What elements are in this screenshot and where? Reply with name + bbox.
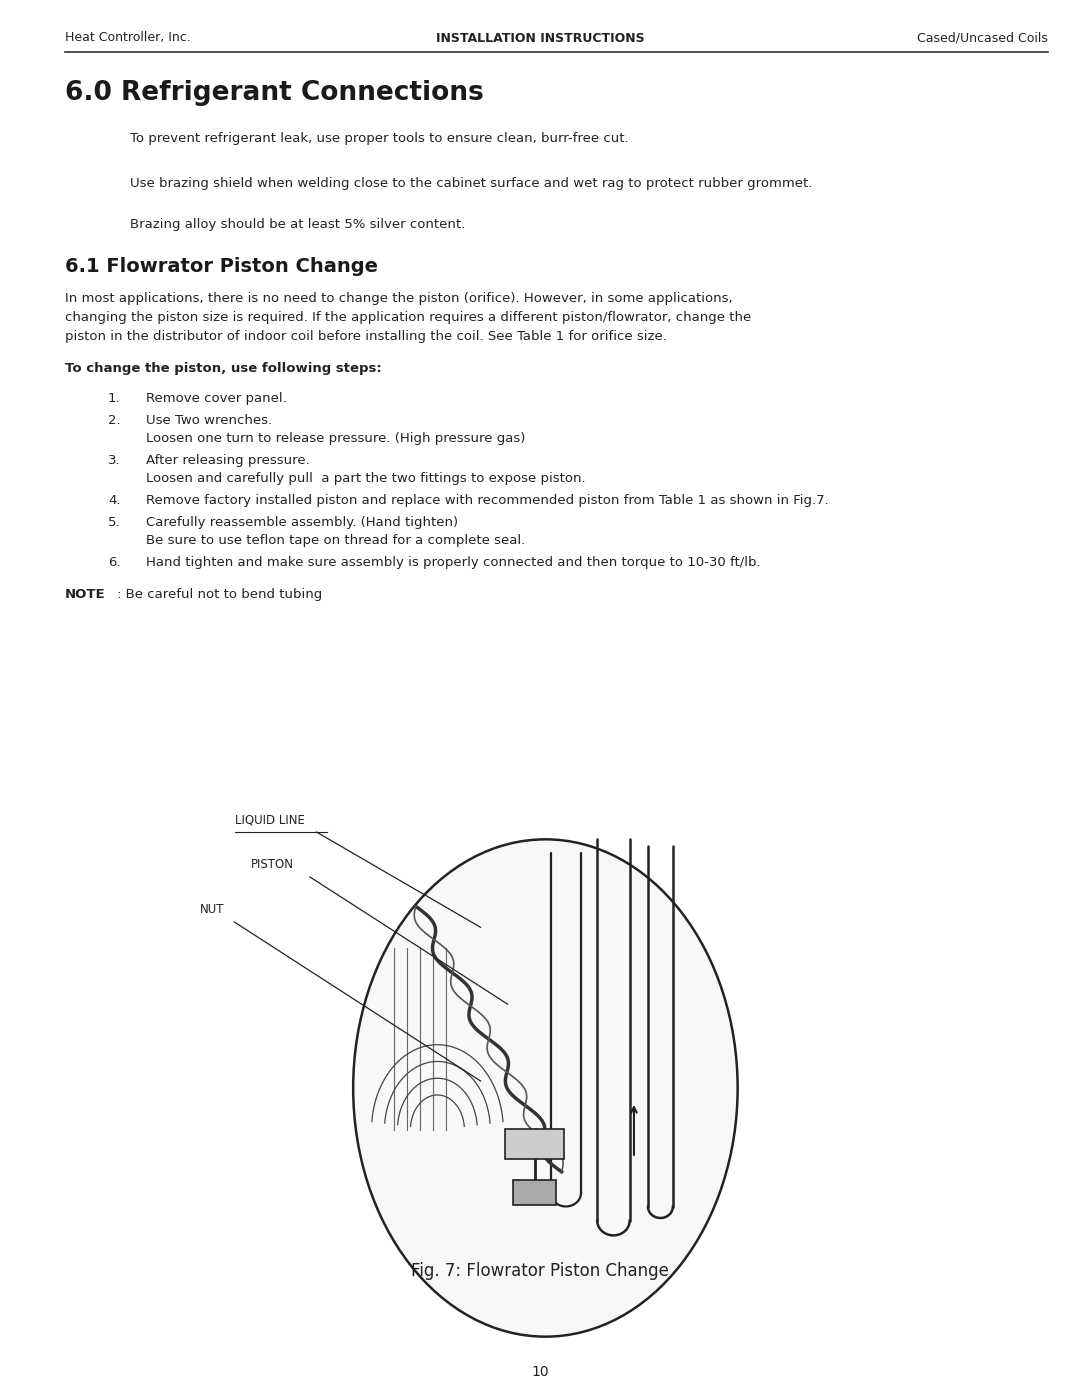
- Text: changing the piston size is required. If the application requires a different pi: changing the piston size is required. If…: [65, 312, 751, 324]
- Text: To prevent refrigerant leak, use proper tools to ensure clean, burr-free cut.: To prevent refrigerant leak, use proper …: [130, 131, 629, 145]
- Text: Use brazing shield when welding close to the cabinet surface and wet rag to prot: Use brazing shield when welding close to…: [130, 177, 812, 190]
- Text: Remove factory installed piston and replace with recommended piston from Table 1: Remove factory installed piston and repl…: [146, 495, 828, 507]
- Text: NUT: NUT: [200, 904, 225, 916]
- Text: Use Two wrenches.: Use Two wrenches.: [146, 414, 272, 427]
- Text: Fig. 7: Flowrator Piston Change: Fig. 7: Flowrator Piston Change: [411, 1261, 669, 1280]
- Text: Brazing alloy should be at least 5% silver content.: Brazing alloy should be at least 5% silv…: [130, 218, 464, 231]
- Text: Loosen one turn to release pressure. (High pressure gas): Loosen one turn to release pressure. (Hi…: [146, 432, 525, 446]
- Text: 1.: 1.: [108, 393, 121, 405]
- Text: LIQUID LINE: LIQUID LINE: [235, 813, 306, 827]
- Bar: [513, 1180, 556, 1206]
- Text: 10: 10: [531, 1365, 549, 1379]
- Circle shape: [353, 840, 738, 1337]
- Text: 4.: 4.: [108, 495, 121, 507]
- Text: In most applications, there is no need to change the piston (orifice). However, : In most applications, there is no need t…: [65, 292, 732, 305]
- Text: To change the piston, use following steps:: To change the piston, use following step…: [65, 362, 381, 374]
- Text: PISTON: PISTON: [251, 858, 294, 872]
- Text: 2.: 2.: [108, 414, 121, 427]
- Text: Heat Controller, Inc.: Heat Controller, Inc.: [65, 32, 190, 45]
- Text: 6.: 6.: [108, 556, 121, 569]
- Text: Carefully reassemble assembly. (Hand tighten): Carefully reassemble assembly. (Hand tig…: [146, 515, 458, 529]
- Text: INSTALLATION INSTRUCTIONS: INSTALLATION INSTRUCTIONS: [435, 32, 645, 45]
- Text: Cased/Uncased Coils: Cased/Uncased Coils: [917, 32, 1048, 45]
- Text: 6.0 Refrigerant Connections: 6.0 Refrigerant Connections: [65, 80, 484, 106]
- Text: : Be careful not to bend tubing: : Be careful not to bend tubing: [117, 588, 322, 601]
- Text: 5.: 5.: [108, 515, 121, 529]
- Text: NOTE: NOTE: [65, 588, 106, 601]
- Bar: [504, 1129, 564, 1160]
- Text: 6.1 Flowrator Piston Change: 6.1 Flowrator Piston Change: [65, 257, 378, 277]
- Text: 3.: 3.: [108, 454, 121, 467]
- Text: Loosen and carefully pull  a part the two fittings to expose piston.: Loosen and carefully pull a part the two…: [146, 472, 585, 485]
- Text: After releasing pressure.: After releasing pressure.: [146, 454, 310, 467]
- Text: Remove cover panel.: Remove cover panel.: [146, 393, 286, 405]
- Text: Hand tighten and make sure assembly is properly connected and then torque to 10-: Hand tighten and make sure assembly is p…: [146, 556, 760, 569]
- Text: piston in the distributor of indoor coil before installing the coil. See Table 1: piston in the distributor of indoor coil…: [65, 330, 666, 344]
- Text: Be sure to use teflon tape on thread for a complete seal.: Be sure to use teflon tape on thread for…: [146, 534, 525, 548]
